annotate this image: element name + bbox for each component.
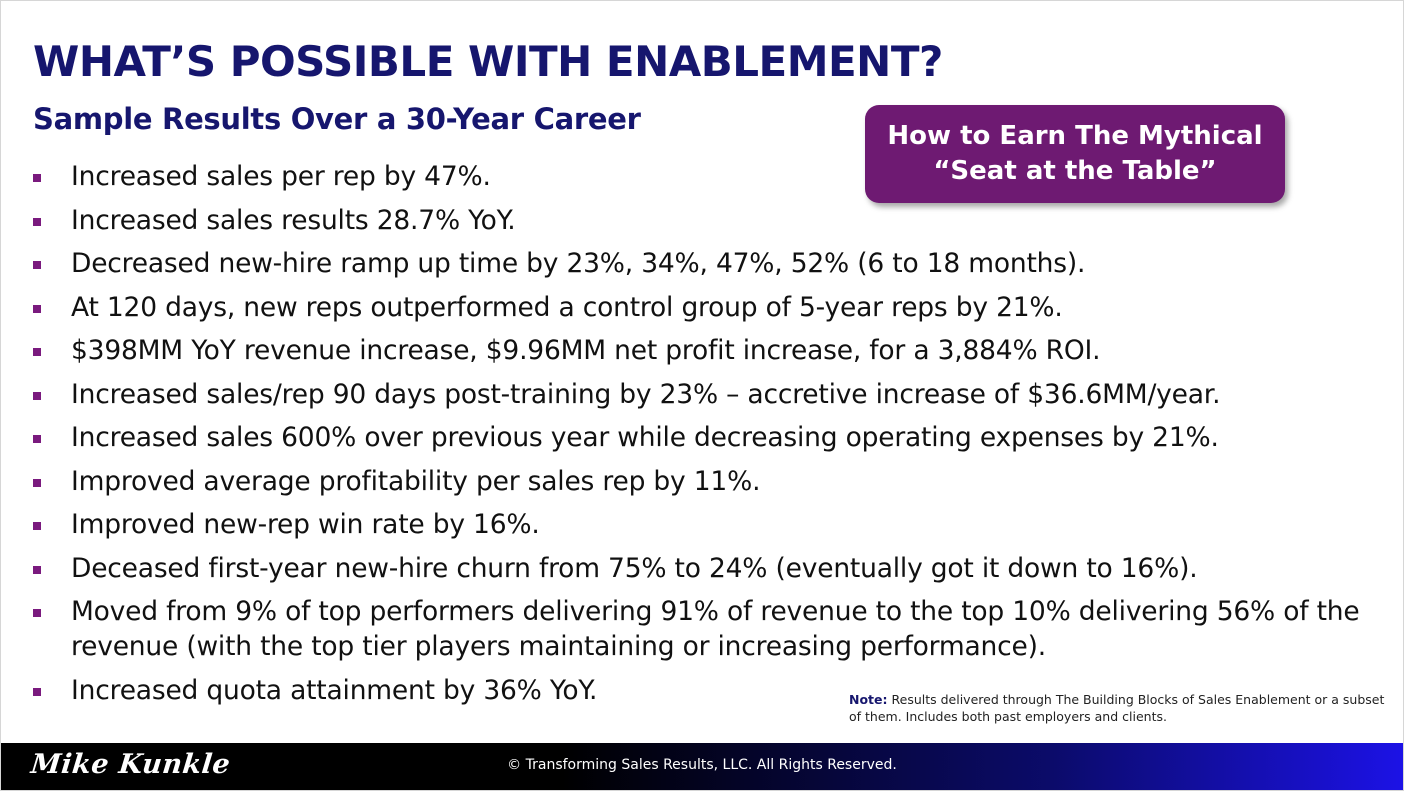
result-item: Increased sales results 28.7% YoY.: [31, 203, 1391, 238]
result-text: Moved from 9% of top performers deliveri…: [71, 596, 1360, 662]
result-item: Deceased first-year new-hire churn from …: [31, 551, 1391, 586]
copyright-text: © Transforming Sales Results, LLC. All R…: [507, 757, 897, 773]
square-bullet-icon: [33, 261, 41, 269]
result-text: Increased sales results 28.7% YoY.: [71, 204, 516, 236]
result-item: Decreased new-hire ramp up time by 23%, …: [31, 246, 1391, 281]
result-item: Improved average profitability per sales…: [31, 464, 1391, 499]
callout-text: How to Earn The Mythical “Seat at the Ta…: [887, 121, 1263, 186]
result-item: Moved from 9% of top performers deliveri…: [31, 594, 1371, 664]
result-item: Improved new-rep win rate by 16%.: [31, 507, 1391, 542]
square-bullet-icon: [33, 174, 41, 182]
result-text: Increased sales 600% over previous year …: [71, 422, 1219, 453]
footer-bar: Mike Kunkle © Transforming Sales Results…: [1, 743, 1403, 790]
result-text: At 120 days, new reps outperformed a con…: [71, 291, 1063, 323]
result-text: Increased sales per rep by 47%.: [71, 161, 491, 192]
result-item: $398MM YoY revenue increase, $9.96MM net…: [31, 333, 1391, 368]
slide-title: WHAT’S POSSIBLE WITH ENABLEMENT?: [33, 37, 943, 86]
results-list: Increased sales per rep by 47%. Increase…: [31, 159, 1391, 716]
result-item: At 120 days, new reps outperformed a con…: [31, 290, 1391, 325]
result-item: Increased sales/rep 90 days post-trainin…: [31, 377, 1391, 412]
result-item: Increased sales 600% over previous year …: [31, 420, 1391, 455]
note-label: Note:: [849, 692, 888, 707]
square-bullet-icon: [33, 217, 41, 226]
result-text: Increased sales/rep 90 days post-trainin…: [71, 378, 1221, 410]
result-text: $398MM YoY revenue increase, $9.96MM net…: [71, 335, 1101, 366]
result-text: Increased quota attainment by 36% YoY.: [71, 674, 598, 706]
square-bullet-icon: [33, 478, 41, 487]
seat-at-table-callout: How to Earn The Mythical “Seat at the Ta…: [865, 105, 1285, 203]
square-bullet-icon: [33, 522, 41, 530]
result-item: Increased sales per rep by 47%.: [31, 159, 1391, 194]
square-bullet-icon: [33, 609, 41, 617]
note-text: Results delivered through The Building B…: [849, 692, 1385, 724]
square-bullet-icon: [33, 435, 41, 443]
result-text: Decreased new-hire ramp up time by 23%, …: [71, 248, 1086, 279]
square-bullet-icon: [33, 687, 41, 696]
square-bullet-icon: [33, 565, 41, 574]
square-bullet-icon: [33, 304, 41, 313]
result-item: Increased quota attainment by 36% YoY.: [31, 673, 1391, 708]
results-note: Note: Results delivered through The Buil…: [849, 691, 1389, 725]
result-text: Improved new-rep win rate by 16%.: [71, 509, 540, 540]
square-bullet-icon: [33, 391, 41, 400]
result-text: Improved average profitability per sales…: [71, 465, 761, 497]
slide-subtitle: Sample Results Over a 30-Year Career: [33, 102, 641, 136]
result-text: Deceased first-year new-hire churn from …: [71, 552, 1198, 584]
square-bullet-icon: [33, 348, 41, 356]
